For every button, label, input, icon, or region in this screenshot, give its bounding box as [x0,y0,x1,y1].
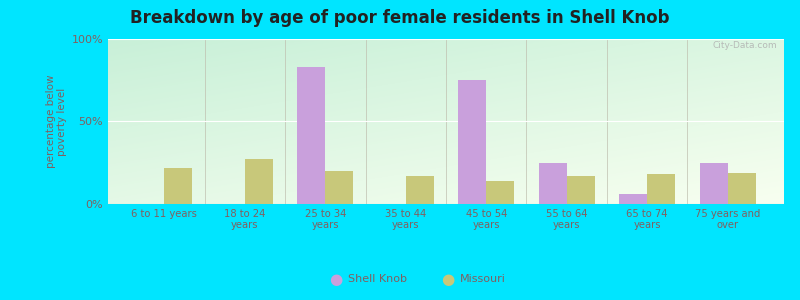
Text: ●: ● [442,272,454,286]
Bar [326,171,354,204]
Bar [538,163,566,204]
Bar [297,67,326,204]
Text: ●: ● [330,272,342,286]
Bar [699,163,728,204]
Bar [406,176,434,204]
Bar [619,194,647,204]
Text: Shell Knob: Shell Knob [348,274,407,284]
Bar [164,168,193,204]
Y-axis label: percentage below
poverty level: percentage below poverty level [46,75,67,168]
Bar [458,80,486,204]
Bar [245,159,273,204]
Text: Breakdown by age of poor female residents in Shell Knob: Breakdown by age of poor female resident… [130,9,670,27]
Bar [486,181,514,204]
Bar [647,174,675,204]
Bar [728,172,756,204]
Text: City-Data.com: City-Data.com [713,40,778,50]
Text: Missouri: Missouri [460,274,506,284]
Bar [566,176,595,204]
